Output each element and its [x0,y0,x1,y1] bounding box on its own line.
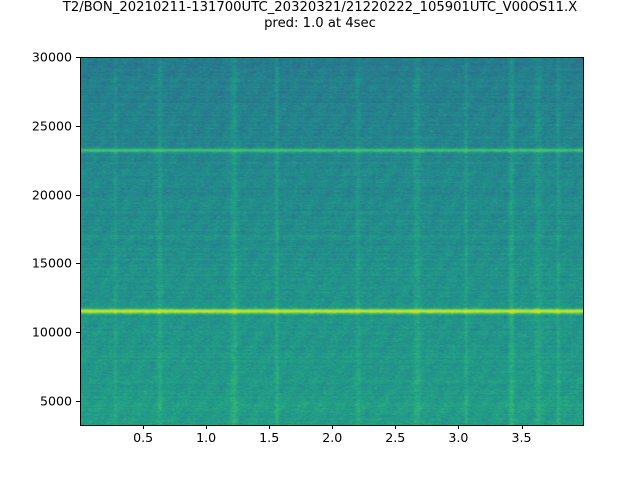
spectrogram-image [81,58,583,425]
y-tick-mark [76,57,80,58]
y-tick-label: 5000 [39,393,72,409]
x-tick-label: 0.5 [133,430,154,445]
x-tick-mark [395,425,397,429]
x-tick-label: 3.5 [511,430,532,445]
y-tick-mark [76,194,80,196]
y-tick-label: 30000 [31,49,72,65]
x-tick-mark [332,425,334,429]
spectrogram-plot-area [80,57,584,426]
x-tick-mark [269,425,271,429]
y-tick-label: 25000 [31,118,72,134]
y-tick-label: 10000 [31,324,72,340]
y-tick-mark [76,331,80,333]
x-tick-mark [143,425,145,429]
x-tick-label: 2.5 [385,430,406,445]
y-tick-mark [76,263,80,265]
x-tick-mark [458,425,460,429]
y-tick-mark [76,400,80,402]
x-tick-label: 3.0 [448,430,469,445]
x-tick-mark [521,425,523,429]
figure-title: T2/BON_20210211-131700UTC_20320321/21220… [0,0,640,32]
figure-title-line-2: pred: 1.0 at 4sec [264,16,376,31]
y-tick-label: 20000 [31,187,72,202]
x-tick-mark [206,425,208,429]
x-tick-label: 1.5 [259,430,280,445]
y-tick-mark [76,125,80,127]
x-tick-label: 2.0 [322,430,343,445]
x-tick-label: 1.0 [196,430,217,445]
y-tick-label: 15000 [31,255,72,271]
figure-title-line-1: T2/BON_20210211-131700UTC_20320321/21220… [62,0,578,15]
